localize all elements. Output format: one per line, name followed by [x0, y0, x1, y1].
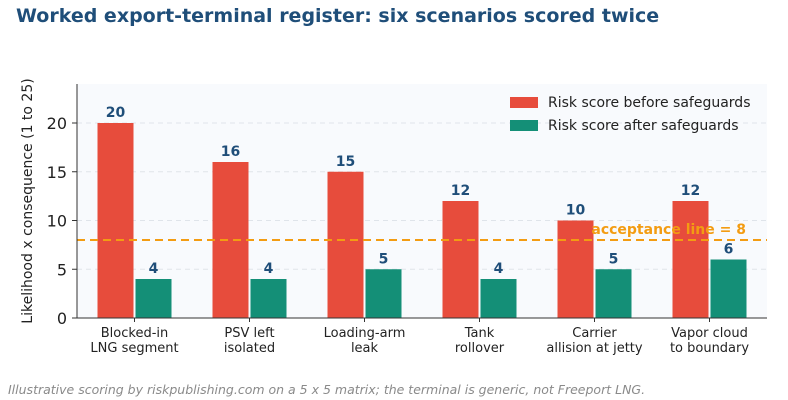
- bar: [365, 269, 402, 318]
- x-tick-label: Carrier: [572, 326, 617, 341]
- legend-label: Risk score before safeguards: [548, 95, 751, 111]
- chart-title: Worked export-terminal register: six sce…: [16, 5, 660, 27]
- y-ticks: 0 5 10 15 20: [47, 114, 77, 328]
- acceptance-line-label: acceptance line = 8: [591, 222, 746, 238]
- bar: [672, 201, 709, 318]
- bar-value-label: 4: [494, 261, 504, 277]
- x-tick-label: isolated: [224, 341, 275, 356]
- bar-value-label: 12: [681, 183, 700, 199]
- bar-value-label: 16: [221, 144, 240, 160]
- legend-swatch: [510, 120, 538, 131]
- bar: [327, 171, 364, 318]
- y-tick-label: 5: [57, 260, 67, 279]
- bar: [442, 201, 479, 318]
- bar-value-label: 15: [336, 154, 355, 170]
- x-tick-label: leak: [351, 341, 379, 356]
- x-tick-label: Blocked-in: [101, 326, 169, 341]
- y-tick-label: 20: [47, 114, 67, 133]
- bar: [710, 259, 747, 318]
- bar-value-label: 6: [724, 242, 734, 258]
- bar-value-label: 5: [379, 251, 389, 267]
- bar: [212, 162, 249, 318]
- x-tick-label: to boundary: [670, 341, 749, 356]
- x-tick-label: Vapor cloud: [671, 326, 748, 341]
- bar-value-label: 4: [149, 261, 159, 277]
- x-tick-label: LNG segment: [90, 341, 178, 356]
- bar: [480, 279, 517, 318]
- y-tick-label: 10: [47, 212, 67, 231]
- y-tick-label: 0: [57, 309, 67, 328]
- legend-swatch: [510, 97, 538, 108]
- x-tick-label: allision at jetty: [546, 341, 643, 356]
- bar: [250, 279, 287, 318]
- chart: 20 16 15 12 10 12 4 4 5 4 5 6 acceptance line = 8 0…: [20, 78, 767, 356]
- acceptance-line: acceptance line = 8: [77, 222, 767, 241]
- gridlines: [77, 122, 767, 270]
- bar-value-label: 5: [609, 251, 619, 267]
- footnote: Illustrative scoring by riskpublishing.c…: [8, 382, 646, 397]
- bar: [557, 220, 594, 318]
- legend: Risk score before safeguards Risk score a…: [510, 95, 751, 134]
- bar-value-label: 20: [106, 105, 126, 121]
- bar: [595, 269, 632, 318]
- bar: [97, 123, 134, 318]
- y-tick-label: 15: [47, 163, 67, 182]
- legend-label: Risk score after safeguards: [548, 118, 739, 134]
- bar-value-label: 12: [451, 183, 470, 199]
- bar: [135, 279, 172, 318]
- y-axis-label: Likelihood x consequence (1 to 25): [20, 78, 36, 323]
- x-tick-label: Loading-arm: [324, 326, 406, 341]
- x-tick-label: PSV left: [224, 326, 274, 341]
- bars: 20 16 15 12 10 12 4 4 5 4 5 6: [97, 105, 747, 318]
- bar-value-label: 10: [566, 203, 586, 219]
- bar-value-label: 4: [264, 261, 274, 277]
- x-tick-label: Tank: [464, 326, 495, 341]
- x-tick-label: rollover: [455, 341, 505, 356]
